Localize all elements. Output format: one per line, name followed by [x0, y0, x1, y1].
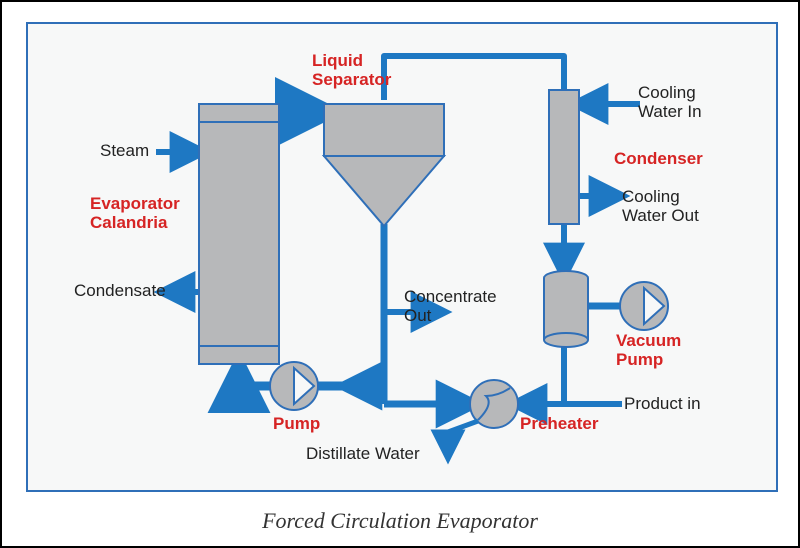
label-cool-in: Cooling Water In	[638, 83, 702, 121]
diagram-svg: Liquid Separator Evaporator Calandria Co…	[28, 24, 780, 494]
diagram-caption: Forced Circulation Evaporator	[2, 508, 798, 534]
label-liquid-separator: Liquid Separator	[312, 51, 392, 89]
diagram-frame: Liquid Separator Evaporator Calandria Co…	[0, 0, 800, 548]
label-preheater: Preheater	[520, 414, 599, 433]
evaporator-calandria	[199, 104, 279, 364]
label-product-in: Product in	[624, 394, 701, 413]
shapes	[199, 90, 668, 432]
label-steam: Steam	[100, 141, 149, 160]
label-cool-out: Cooling Water Out	[622, 187, 699, 225]
label-condensate: Condensate	[74, 281, 166, 300]
label-pump: Pump	[273, 414, 320, 433]
label-condenser: Condenser	[614, 149, 703, 168]
label-evaporator: Evaporator Calandria	[90, 194, 184, 232]
vacuum-tank	[544, 271, 588, 347]
vacuum-pump	[620, 282, 668, 330]
label-distillate: Distillate Water	[306, 444, 420, 463]
condenser	[549, 90, 579, 224]
diagram-inner-box: Liquid Separator Evaporator Calandria Co…	[26, 22, 778, 492]
liquid-separator	[324, 104, 444, 226]
label-concentrate: Concentrate Out	[404, 287, 501, 325]
label-vacuum-pump: Vacuum Pump	[616, 331, 686, 369]
circulation-pump	[270, 362, 318, 410]
